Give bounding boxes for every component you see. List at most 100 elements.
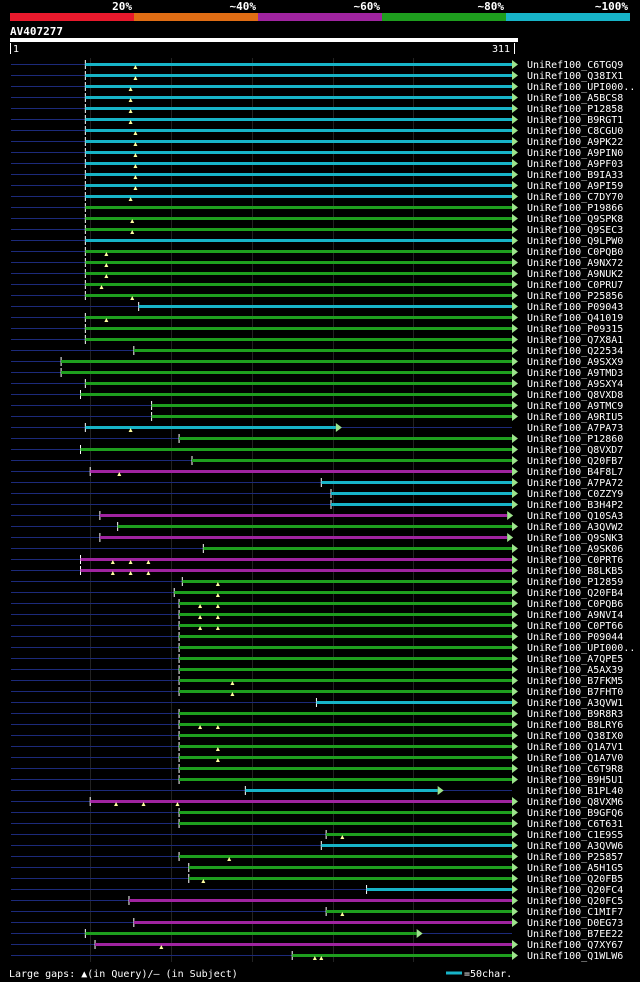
hit-bar <box>85 96 513 99</box>
hit-row: UniRef100_Q1A7V0 <box>11 753 623 764</box>
hit-id-label: UniRef100_Q1A7V1 <box>527 742 623 753</box>
hit-arrow <box>512 632 518 641</box>
hit-row: UniRef100_Q20FB5 <box>11 874 623 885</box>
hit-arrow <box>512 137 518 146</box>
hit-row: UniRef100_C0ZZY9 <box>11 489 623 500</box>
hit-id-label: UniRef100_D0EG73 <box>527 918 623 929</box>
hit-row: UniRef100_A5AX39 <box>11 665 623 676</box>
hit-arrow <box>512 291 518 300</box>
hit-bar <box>85 327 513 330</box>
hit-row: UniRef100_A9PI59 <box>11 181 623 192</box>
hit-row: UniRef100_Q1A7V1 <box>11 742 623 753</box>
query-gap-marker <box>128 571 133 575</box>
hit-id-label: UniRef100_Q9SPK8 <box>527 214 623 225</box>
hit-bar <box>85 283 513 286</box>
hit-arrow <box>507 533 514 542</box>
hit-row: UniRef100_C0PQB6 <box>11 599 623 610</box>
hit-id-label: UniRef100_A3QVW2 <box>527 522 623 533</box>
hit-id-label: UniRef100_A9SXY4 <box>527 379 623 390</box>
hit-row: UniRef100_Q7X8A1 <box>11 335 623 346</box>
hit-id-label: UniRef100_C6TGQ9 <box>527 60 623 71</box>
footer-scale-label: =50char. <box>464 969 512 980</box>
hit-bar <box>85 107 513 110</box>
hit-arrow <box>512 577 518 586</box>
hit-bar <box>366 888 512 891</box>
hit-arrow <box>512 522 518 531</box>
hit-arrow <box>512 456 518 465</box>
hit-row: UniRef100_Q10SA3 <box>11 511 623 522</box>
hit-id-label: UniRef100_C8CGU0 <box>527 126 623 137</box>
hit-arrow <box>512 115 518 124</box>
query-gap-marker <box>159 945 164 949</box>
hit-arrow <box>512 643 518 652</box>
hit-arrow <box>512 742 518 751</box>
hit-bar <box>95 943 513 946</box>
hit-arrow <box>512 808 518 817</box>
hit-arrow <box>512 830 518 839</box>
query-gap-marker <box>128 87 133 91</box>
hit-bar <box>90 470 513 473</box>
hit-arrow <box>512 918 518 927</box>
query-gap-marker <box>128 120 133 124</box>
hit-id-label: UniRef100_Q20FB4 <box>527 588 623 599</box>
hit-id-label: UniRef100_Q9LPW0 <box>527 236 623 247</box>
hit-row: UniRef100_A9NX72 <box>11 258 623 269</box>
hit-id-label: UniRef100_A9PF03 <box>527 159 623 170</box>
query-gap-marker <box>201 879 206 883</box>
hit-bar <box>179 635 512 638</box>
query-gap-marker <box>340 835 345 839</box>
hit-id-label: UniRef100_C1MIF7 <box>527 907 623 918</box>
hit-id-label: UniRef100_Q1A7V0 <box>527 753 623 764</box>
query-gap-marker <box>117 472 122 476</box>
hit-bar <box>85 217 513 220</box>
hit-id-label: UniRef100_A9TMD3 <box>527 368 623 379</box>
hit-row: UniRef100_Q1WLW6 <box>11 951 623 962</box>
hit-id-label: UniRef100_B7FKM5 <box>527 676 623 687</box>
query-gap-marker <box>130 296 135 300</box>
hit-row: UniRef100_B8LRY6 <box>11 720 623 731</box>
hit-id-label: UniRef100_B8LRY6 <box>527 720 623 731</box>
query-gap-marker <box>215 626 220 630</box>
hit-row: UniRef100_Q20FC4 <box>11 885 623 896</box>
hit-id-label: UniRef100_Q20FC4 <box>527 885 623 896</box>
hit-id-label: UniRef100_C0PQB0 <box>527 247 623 258</box>
hit-row: UniRef100_Q20FB7 <box>11 456 623 467</box>
hit-row: UniRef100_C0PRT6 <box>11 555 623 566</box>
hit-id-label: UniRef100_B9R8R3 <box>527 709 623 720</box>
query-gap-marker <box>133 142 138 146</box>
hit-bar <box>99 536 508 539</box>
query-gap-marker <box>198 604 203 608</box>
hit-bar <box>85 250 513 253</box>
hit-bar <box>292 954 512 957</box>
hit-id-label: UniRef100_A9SK06 <box>527 544 623 555</box>
hit-bar <box>179 855 512 858</box>
hit-row: UniRef100_B9IA33 <box>11 170 623 181</box>
query-gap-marker <box>141 802 146 806</box>
hit-arrow <box>416 929 423 938</box>
hit-row: UniRef100_A3QVW6 <box>11 841 623 852</box>
hit-bar <box>85 239 513 242</box>
hit-bar <box>133 349 512 352</box>
hit-arrow <box>512 93 518 102</box>
hit-arrow <box>512 863 518 872</box>
hit-arrow <box>512 907 518 916</box>
hit-id-label: UniRef100_Q38IX0 <box>527 731 623 742</box>
hit-row: UniRef100_B7FHT0 <box>11 687 623 698</box>
hit-id-label: UniRef100_A7QPE5 <box>527 654 623 665</box>
hit-arrow <box>512 665 518 674</box>
hit-id-label: UniRef100_P09315 <box>527 324 623 335</box>
hit-arrow <box>512 819 518 828</box>
hit-bar <box>151 404 513 407</box>
footer-gap-legend: Large gaps: ▲(in Query)/— (in Subject) <box>9 969 238 980</box>
hit-id-label: UniRef100_Q8VXD8 <box>527 390 623 401</box>
query-gap-marker <box>104 252 109 256</box>
hit-row: UniRef100_Q20FB4 <box>11 588 623 599</box>
query-gap-marker <box>133 131 138 135</box>
hit-id-label: UniRef100_P25856 <box>527 291 623 302</box>
hit-bar <box>138 305 512 308</box>
query-gap-marker <box>133 76 138 80</box>
hit-row: UniRef100_Q7XY67 <box>11 940 623 951</box>
hit-arrow <box>512 764 518 773</box>
hit-row: UniRef100_B8LKB5 <box>11 566 623 577</box>
hit-row: UniRef100_C7DY70 <box>11 192 623 203</box>
